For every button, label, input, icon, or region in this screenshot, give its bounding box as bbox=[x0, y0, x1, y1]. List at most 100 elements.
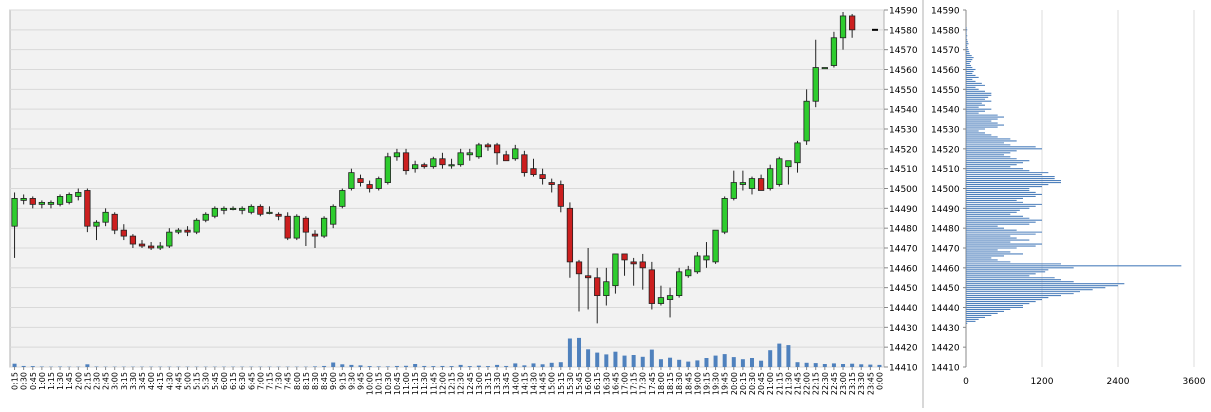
volume-bar bbox=[759, 361, 763, 367]
candle-body bbox=[385, 157, 390, 183]
profile-x-tick-label: 1200 bbox=[1031, 377, 1054, 387]
candle-body bbox=[367, 185, 372, 189]
x-tick-label: 19:00 bbox=[693, 372, 702, 395]
candle-body bbox=[576, 262, 581, 274]
candle-body bbox=[230, 208, 235, 209]
candle-body bbox=[267, 212, 272, 213]
candle-body bbox=[57, 196, 62, 204]
volume-bar bbox=[359, 365, 363, 367]
profile-y-tick-label: 14470 bbox=[931, 245, 960, 255]
volume-bar bbox=[440, 366, 444, 367]
volume-bar bbox=[659, 359, 663, 367]
x-tick-label: 16:15 bbox=[593, 372, 602, 395]
volume-bar bbox=[850, 364, 854, 367]
x-tick-label: 12:00 bbox=[438, 372, 447, 395]
candle-body bbox=[139, 244, 144, 246]
x-tick-label: 14:15 bbox=[520, 372, 529, 395]
x-tick-label: 1:45 bbox=[65, 372, 74, 390]
volume-bar bbox=[677, 360, 681, 367]
candle-body bbox=[558, 185, 563, 207]
profile-y-tick-label: 14440 bbox=[931, 304, 960, 314]
profile-y-tick-label: 14510 bbox=[931, 165, 960, 175]
profile-y-tick-label: 14540 bbox=[931, 106, 960, 116]
candle-body bbox=[494, 145, 499, 153]
volume-bar bbox=[495, 365, 499, 367]
volume-bar bbox=[322, 366, 326, 367]
x-tick-label: 21:00 bbox=[766, 372, 775, 395]
candle-body bbox=[485, 145, 490, 147]
candle-body bbox=[21, 198, 26, 200]
y-tick-label: 14460 bbox=[889, 264, 918, 274]
x-tick-label: 14:30 bbox=[529, 372, 538, 395]
x-tick-label: 12:30 bbox=[457, 372, 466, 395]
volume-bar bbox=[695, 360, 699, 367]
volume-bar bbox=[859, 364, 863, 367]
candle-body bbox=[458, 153, 463, 165]
candle-body bbox=[403, 153, 408, 171]
y-tick-label: 14550 bbox=[889, 86, 918, 96]
x-tick-label: 15:45 bbox=[575, 372, 584, 395]
x-tick-label: 1:15 bbox=[47, 372, 56, 390]
volume-bar bbox=[31, 366, 35, 367]
y-tick-label: 14440 bbox=[889, 304, 918, 314]
x-tick-label: 20:00 bbox=[730, 372, 739, 395]
candle-body bbox=[185, 230, 190, 232]
x-tick-label: 10:15 bbox=[375, 372, 384, 395]
volume-bar bbox=[313, 366, 317, 367]
candle-body bbox=[103, 212, 108, 222]
x-tick-label: 3:15 bbox=[120, 372, 129, 390]
volume-bar bbox=[349, 365, 353, 367]
profile-y-tick-label: 14590 bbox=[931, 7, 960, 17]
x-tick-label: 2:00 bbox=[74, 372, 83, 390]
volume-bar bbox=[595, 353, 599, 367]
x-tick-label: 15:30 bbox=[566, 372, 575, 395]
x-tick-label: 23:45 bbox=[866, 372, 875, 395]
volume-bar bbox=[413, 364, 417, 367]
volume-bar bbox=[568, 339, 572, 368]
volume-bar bbox=[750, 358, 754, 367]
x-tick-label: 9:30 bbox=[347, 372, 356, 390]
x-tick-label: 11:15 bbox=[411, 372, 420, 395]
x-tick-label: 17:15 bbox=[630, 372, 639, 395]
candle-body bbox=[148, 246, 153, 248]
x-tick-label: 8:15 bbox=[302, 372, 311, 390]
x-tick-label: 1:30 bbox=[56, 372, 65, 390]
candle-body bbox=[476, 145, 481, 157]
x-tick-label: 14:45 bbox=[539, 372, 548, 395]
x-tick-label: 10:00 bbox=[366, 372, 375, 395]
x-tick-label: 9:00 bbox=[329, 372, 338, 390]
candle-body bbox=[221, 208, 226, 210]
volume-bar bbox=[13, 364, 17, 367]
x-tick-label: 5:45 bbox=[211, 372, 220, 390]
x-tick-label: 5:30 bbox=[202, 372, 211, 390]
y-tick-label: 14480 bbox=[889, 225, 918, 235]
x-tick-label: 13:00 bbox=[475, 372, 484, 395]
x-tick-label: 4:00 bbox=[147, 372, 156, 390]
volume-bar bbox=[431, 366, 435, 367]
candle-body bbox=[540, 175, 545, 179]
candle-body bbox=[804, 101, 809, 141]
candle-body bbox=[249, 206, 254, 212]
candle-body bbox=[321, 218, 326, 236]
y-tick-label: 14540 bbox=[889, 106, 918, 116]
candle-body bbox=[85, 190, 90, 226]
x-tick-label: 7:30 bbox=[275, 372, 284, 390]
candle-body bbox=[294, 216, 299, 238]
candle-body bbox=[777, 159, 782, 185]
x-tick-label: 8:00 bbox=[293, 372, 302, 390]
x-tick-label: 9:15 bbox=[338, 372, 347, 390]
volume-bar bbox=[796, 362, 800, 367]
volume-bar bbox=[577, 338, 581, 367]
candle-body bbox=[622, 254, 627, 260]
x-tick-label: 11:45 bbox=[429, 372, 438, 395]
y-tick-label: 14500 bbox=[889, 185, 918, 195]
x-tick-label: 23:00 bbox=[839, 372, 848, 395]
volume-bar bbox=[623, 356, 627, 367]
x-tick-label: 22:00 bbox=[803, 372, 812, 395]
volume-bar bbox=[459, 365, 463, 367]
x-tick-label: 7:45 bbox=[284, 372, 293, 390]
x-tick-label: 0:30 bbox=[20, 372, 29, 390]
x-tick-label: 15:15 bbox=[557, 372, 566, 395]
